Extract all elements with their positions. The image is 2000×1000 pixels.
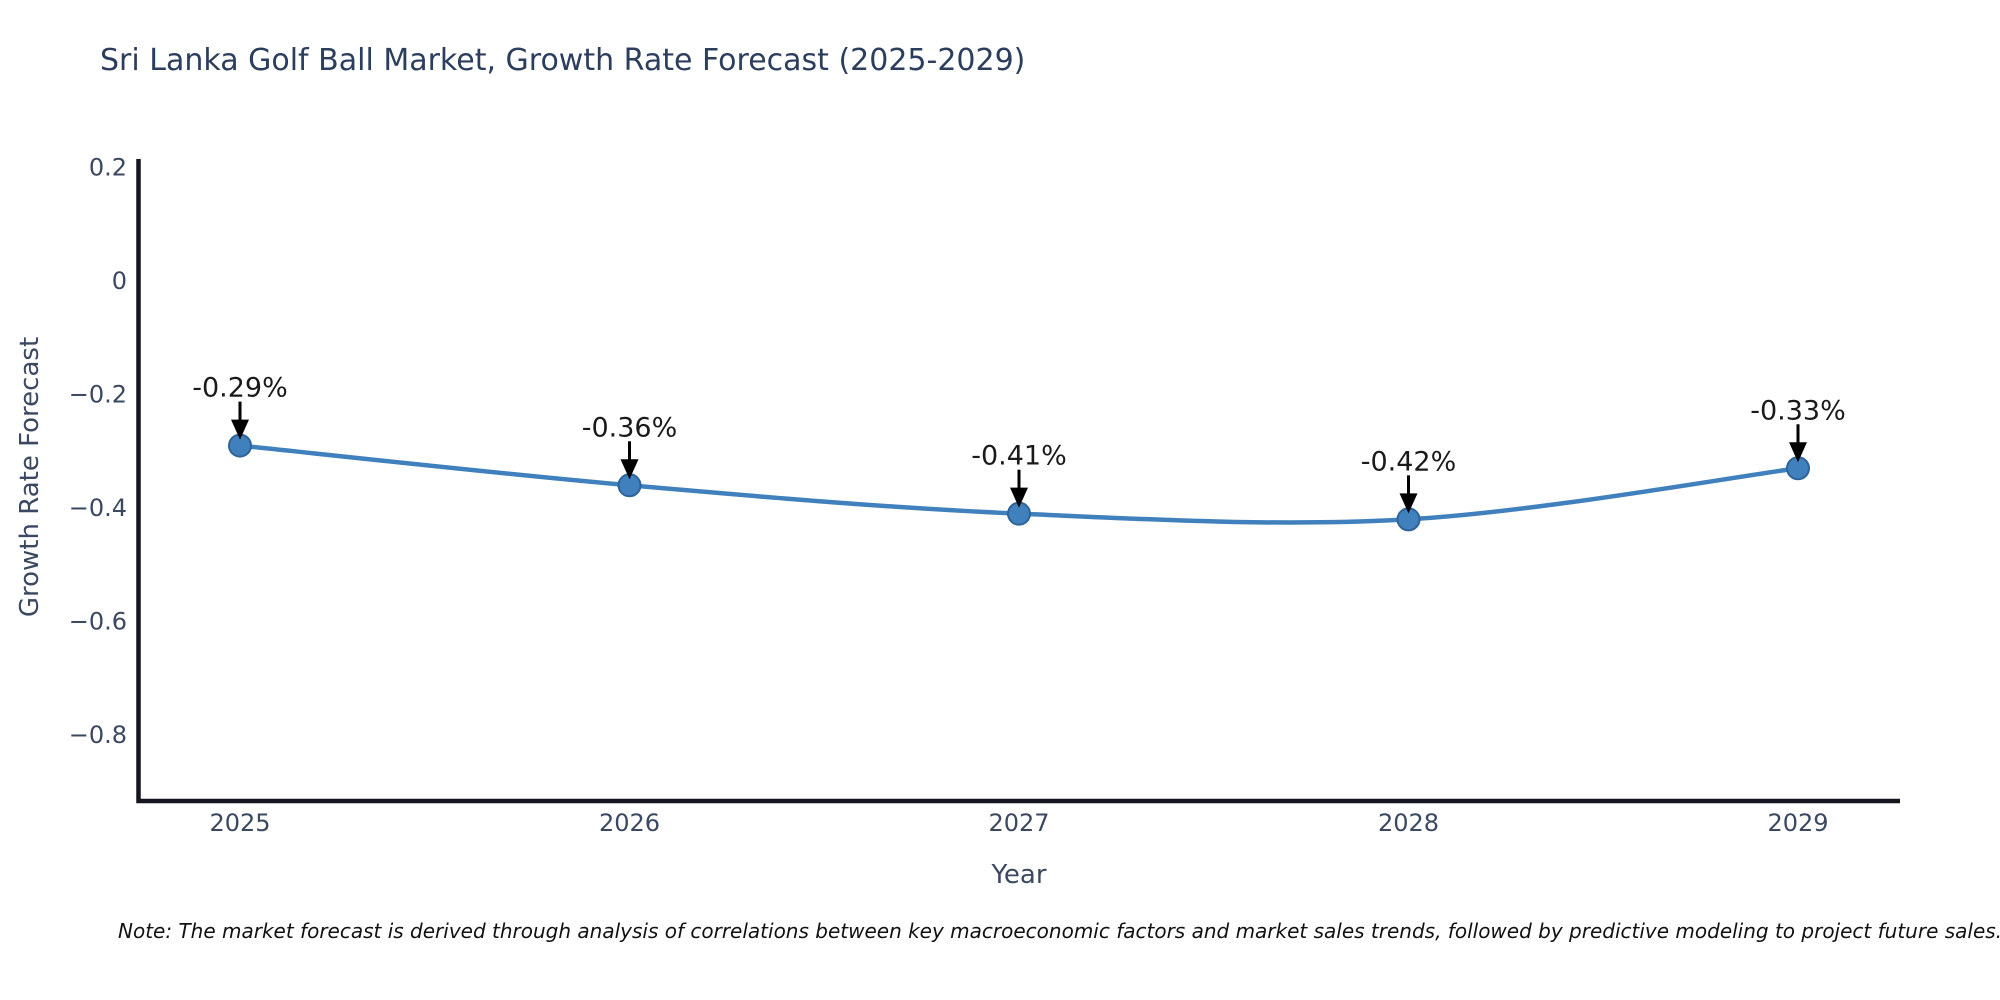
- x-tick-label: 2026: [599, 809, 660, 837]
- annotation-arrowhead-icon: [1010, 487, 1028, 508]
- y-tick-label: −0.8: [69, 721, 127, 749]
- point-value-label: -0.41%: [971, 441, 1067, 472]
- x-tick-label: 2028: [1378, 809, 1439, 837]
- x-axis-title: Year: [991, 860, 1047, 890]
- x-tick-label: 2025: [209, 809, 270, 837]
- axis-spines: [136, 159, 1900, 804]
- point-value-label: -0.36%: [582, 412, 678, 443]
- annotation-arrowhead-icon: [231, 419, 249, 440]
- point-value-label: -0.42%: [1361, 446, 1457, 477]
- y-tick-label: 0.2: [89, 154, 127, 182]
- annotation-arrowhead-icon: [1399, 493, 1418, 514]
- y-tick-label: −0.4: [69, 494, 127, 522]
- y-axis-title: Growth Rate Forecast: [15, 336, 45, 618]
- annotation-arrowhead-icon: [620, 459, 639, 480]
- point-value-label: -0.33%: [1750, 395, 1846, 426]
- x-tick-label: 2027: [988, 809, 1049, 837]
- y-tick-label: −0.6: [69, 608, 127, 636]
- chart-title: Sri Lanka Golf Ball Market, Growth Rate …: [100, 43, 1026, 78]
- footnote: Note: The market forecast is derived thr…: [118, 919, 2000, 943]
- y-tick-label: −0.2: [69, 381, 127, 409]
- annotation-arrowhead-icon: [1789, 442, 1807, 463]
- y-tick-label: 0: [112, 267, 127, 295]
- point-value-label: -0.29%: [192, 373, 288, 404]
- x-tick-label: 2029: [1767, 809, 1828, 837]
